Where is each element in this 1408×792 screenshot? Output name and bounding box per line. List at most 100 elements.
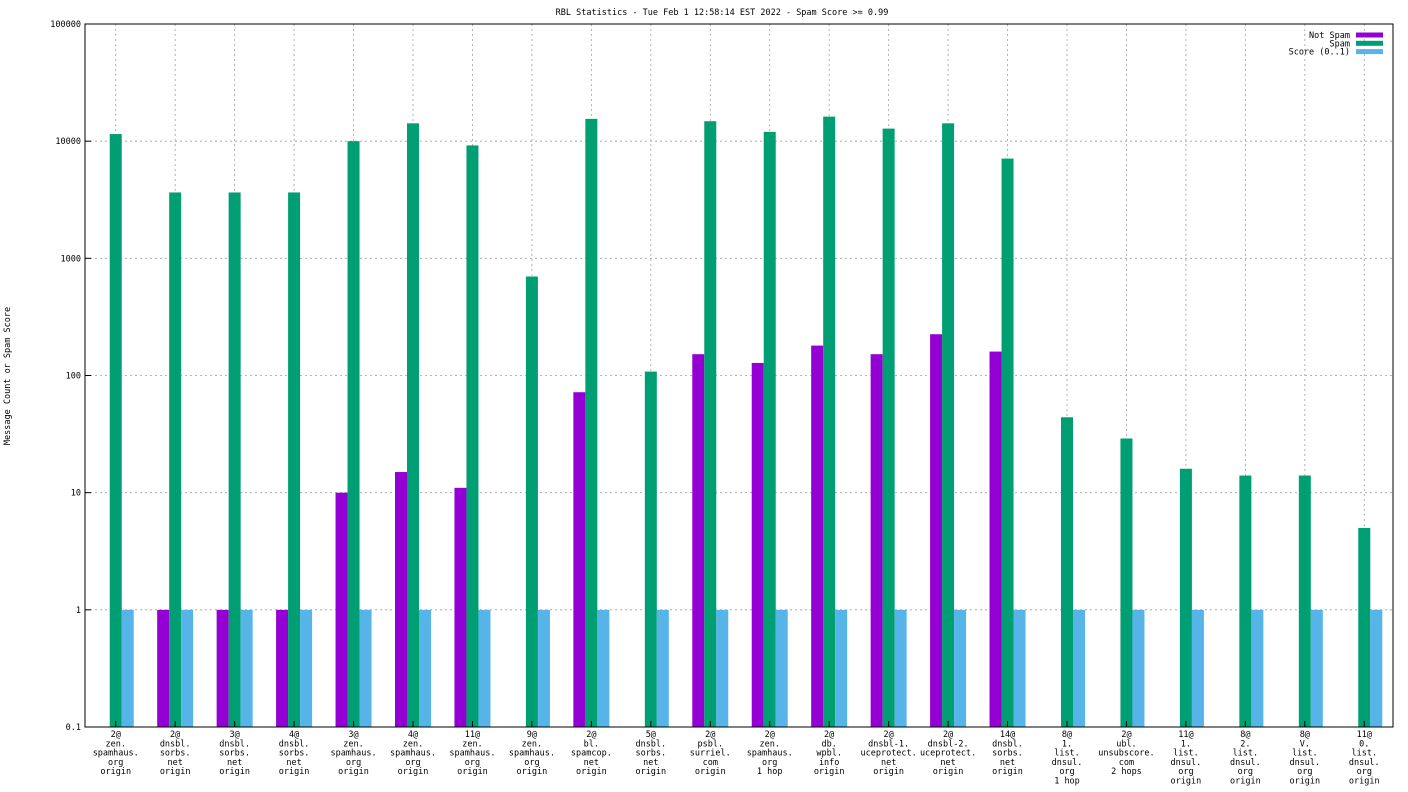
x-tick-label: org bbox=[465, 758, 480, 768]
bar-score-0-1 bbox=[894, 609, 907, 727]
x-tick-label: spamhaus. bbox=[390, 749, 436, 759]
x-tick-label: 9@ bbox=[527, 730, 537, 740]
bar-spam bbox=[525, 276, 538, 727]
x-tick-label: dnsbl. bbox=[279, 739, 310, 749]
x-tick-label: 8@ bbox=[1300, 730, 1310, 740]
x-tick-label: dnsbl. bbox=[992, 739, 1023, 749]
x-tick-label: 1 hop bbox=[757, 767, 783, 777]
bar-not-spam bbox=[157, 609, 170, 727]
x-tick-label: bl. bbox=[584, 739, 599, 749]
bar-score-0-1 bbox=[359, 609, 372, 727]
x-tick-label: dnsbl-2. bbox=[928, 739, 969, 749]
y-tick-label: 1 bbox=[76, 606, 81, 616]
x-tick-label: org bbox=[762, 758, 777, 768]
x-tick-label: 2@ bbox=[824, 730, 834, 740]
bar-score-0-1 bbox=[537, 609, 550, 727]
x-tick-label: list. bbox=[1054, 749, 1080, 759]
x-tick-label: origin bbox=[695, 767, 726, 777]
bar-score-0-1 bbox=[1191, 609, 1204, 727]
x-tick-label: origin bbox=[457, 767, 488, 777]
bar-spam bbox=[1179, 468, 1192, 727]
x-tick-label: surriel. bbox=[690, 749, 731, 759]
x-tick-label: origin bbox=[398, 767, 429, 777]
x-tick-label: dnsbl-1. bbox=[868, 739, 909, 749]
bar-score-0-1 bbox=[716, 609, 729, 727]
bar-score-0-1 bbox=[954, 609, 967, 727]
bar-spam bbox=[466, 145, 479, 727]
bar-spam bbox=[942, 123, 955, 727]
bar-score-0-1 bbox=[1073, 609, 1085, 727]
bar-spam bbox=[109, 134, 122, 727]
x-tick-label: 2@ bbox=[1121, 730, 1131, 740]
x-tick-label: sorbs. bbox=[992, 749, 1023, 759]
bar-not-spam bbox=[454, 487, 467, 727]
x-tick-label: zen. bbox=[403, 739, 423, 749]
x-tick-label: zen. bbox=[343, 739, 363, 749]
x-tick-label: org bbox=[1178, 767, 1193, 777]
x-tick-label: spamhaus. bbox=[449, 749, 495, 759]
bar-spam bbox=[704, 121, 717, 728]
bar-not-spam bbox=[751, 362, 764, 727]
bar-spam bbox=[288, 192, 301, 727]
x-tick-label: 2@ bbox=[586, 730, 596, 740]
x-tick-label: origin bbox=[933, 767, 964, 777]
x-tick-label: dnsbl. bbox=[160, 739, 191, 749]
x-tick-label: net bbox=[940, 758, 955, 768]
x-tick-label: origin bbox=[635, 767, 666, 777]
x-tick-label: 8@ bbox=[1062, 730, 1072, 740]
bar-not-spam bbox=[870, 354, 883, 727]
y-tick-label: 1000 bbox=[61, 254, 81, 264]
x-tick-label: origin bbox=[873, 767, 904, 777]
x-tick-label: list. bbox=[1233, 749, 1259, 759]
x-tick-label: 5@ bbox=[646, 730, 656, 740]
bar-spam bbox=[1001, 158, 1014, 727]
bar-spam bbox=[228, 192, 241, 727]
x-tick-label: list. bbox=[1173, 749, 1199, 759]
x-tick-label: 2. bbox=[1240, 739, 1250, 749]
x-tick-label: org bbox=[1297, 767, 1312, 777]
bars bbox=[109, 116, 1383, 728]
x-tick-label: 2@ bbox=[884, 730, 894, 740]
x-tick-label: net bbox=[286, 758, 301, 768]
x-tick-label: origin bbox=[160, 767, 191, 777]
bar-score-0-1 bbox=[656, 609, 669, 727]
bar-not-spam bbox=[930, 334, 943, 727]
bar-spam bbox=[1358, 527, 1371, 727]
bar-not-spam bbox=[276, 609, 289, 727]
y-tick-label: 10 bbox=[71, 489, 81, 499]
x-tick-label: org bbox=[1238, 767, 1253, 777]
x-tick-label: spamhaus. bbox=[93, 749, 139, 759]
x-tick-label: V. bbox=[1300, 739, 1310, 749]
x-tick-label: net bbox=[881, 758, 896, 768]
x-tick-label: ubl. bbox=[1116, 739, 1136, 749]
bar-score-0-1 bbox=[478, 609, 491, 727]
x-tick-label: org bbox=[108, 758, 123, 768]
x-tick-label: net bbox=[168, 758, 183, 768]
y-axis-ticks: 0.1 1 10 100 1000 10000 100000 bbox=[50, 20, 91, 733]
x-tick-label: 1 hop bbox=[1054, 777, 1080, 787]
x-tick-label: origin bbox=[517, 767, 548, 777]
y-axis-label: Message Count or Spam Score bbox=[3, 307, 13, 445]
x-tick-label: origin bbox=[1171, 777, 1202, 787]
bar-score-0-1 bbox=[240, 609, 253, 727]
x-tick-label: origin bbox=[100, 767, 131, 777]
x-tick-label: org bbox=[346, 758, 361, 768]
x-tick-label: 2@ bbox=[943, 730, 953, 740]
legend-swatch bbox=[1356, 49, 1383, 55]
bar-score-0-1 bbox=[775, 609, 788, 727]
y-tick-label: 0.1 bbox=[66, 723, 81, 733]
bar-score-0-1 bbox=[121, 609, 134, 727]
bar-score-0-1 bbox=[1013, 609, 1026, 727]
x-tick-label: org bbox=[405, 758, 420, 768]
x-tick-label: origin bbox=[279, 767, 310, 777]
x-tick-label: psbl. bbox=[697, 739, 723, 749]
x-tick-label: info bbox=[819, 758, 839, 768]
bar-not-spam bbox=[395, 472, 407, 727]
x-tick-label: sorbs. bbox=[279, 749, 310, 759]
bar-score-0-1 bbox=[300, 609, 313, 727]
x-tick-label: 11@ bbox=[465, 730, 480, 740]
x-tick-label: 1. bbox=[1181, 739, 1191, 749]
x-tick-label: dnsbl. bbox=[635, 739, 666, 749]
bar-spam bbox=[1298, 475, 1311, 727]
